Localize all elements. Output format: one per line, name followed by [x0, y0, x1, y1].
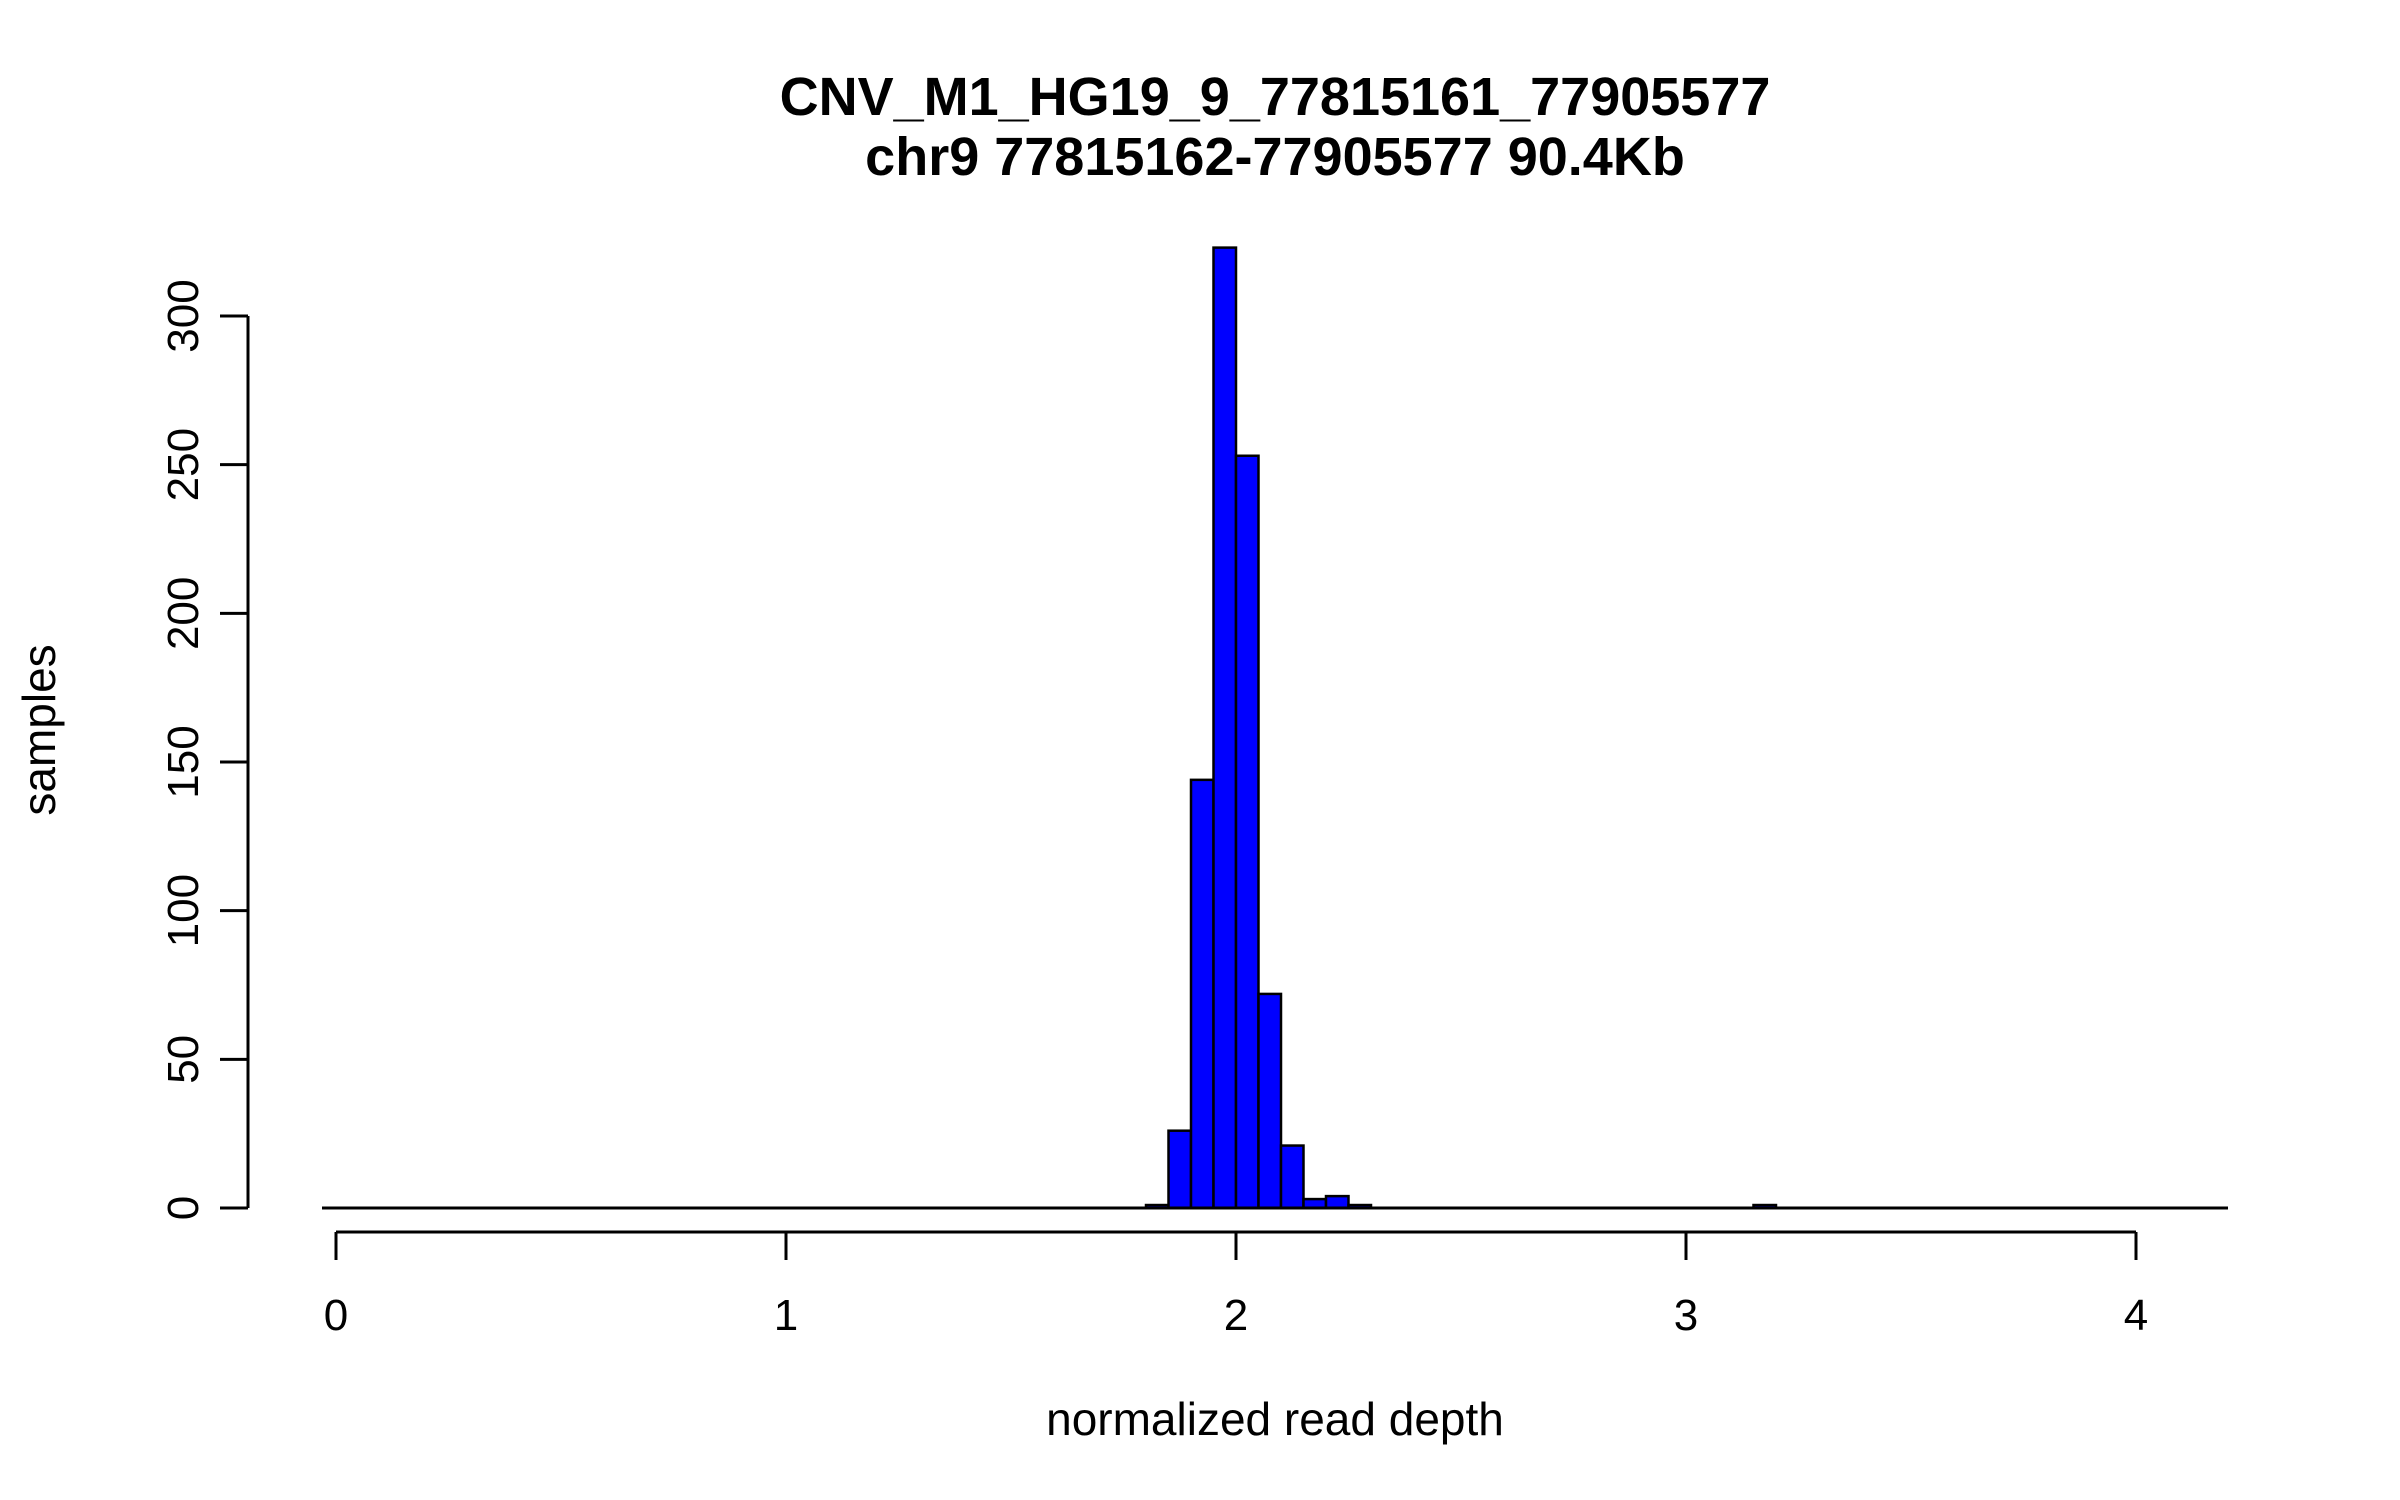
y-tick-label-100: 100: [159, 874, 208, 947]
x-tick-label-2: 2: [1224, 1291, 1248, 1340]
x-tick-label-4: 4: [2124, 1291, 2148, 1340]
y-tick-label-200: 200: [159, 577, 208, 650]
x-tick-label-1: 1: [774, 1291, 798, 1340]
histogram-bar-3: [1212, 246, 1238, 1210]
histogram-bar-2: [1189, 778, 1215, 1210]
x-axis: 0 1 2 3 4: [324, 1230, 2148, 1340]
y-axis: 0 50 100 150 200 250 300: [159, 279, 250, 1220]
histogram-bar-8: [1324, 1194, 1350, 1210]
x-tick-label-0: 0: [324, 1291, 348, 1340]
y-axis-label: samples: [13, 644, 65, 815]
x-axis-label: normalized read depth: [1046, 1393, 1504, 1445]
histogram-bar-6: [1279, 1144, 1305, 1210]
histogram-bars: [1144, 246, 1778, 1210]
x-tick-label-3: 3: [1674, 1291, 1698, 1340]
histogram-bar-4: [1234, 454, 1260, 1210]
y-tick-label-50: 50: [159, 1035, 208, 1084]
histogram-bar-1: [1167, 1129, 1193, 1210]
y-tick-label-300: 300: [159, 279, 208, 352]
chart-subtitle: chr9 77815162-77905577 90.4Kb: [865, 127, 1685, 187]
y-tick-label-150: 150: [159, 725, 208, 798]
chart-title: CNV_M1_HG19_9_77815161_77905577: [780, 67, 1771, 127]
y-tick-label-0: 0: [159, 1196, 208, 1220]
histogram-bar-5: [1257, 992, 1283, 1210]
y-tick-label-250: 250: [159, 428, 208, 501]
